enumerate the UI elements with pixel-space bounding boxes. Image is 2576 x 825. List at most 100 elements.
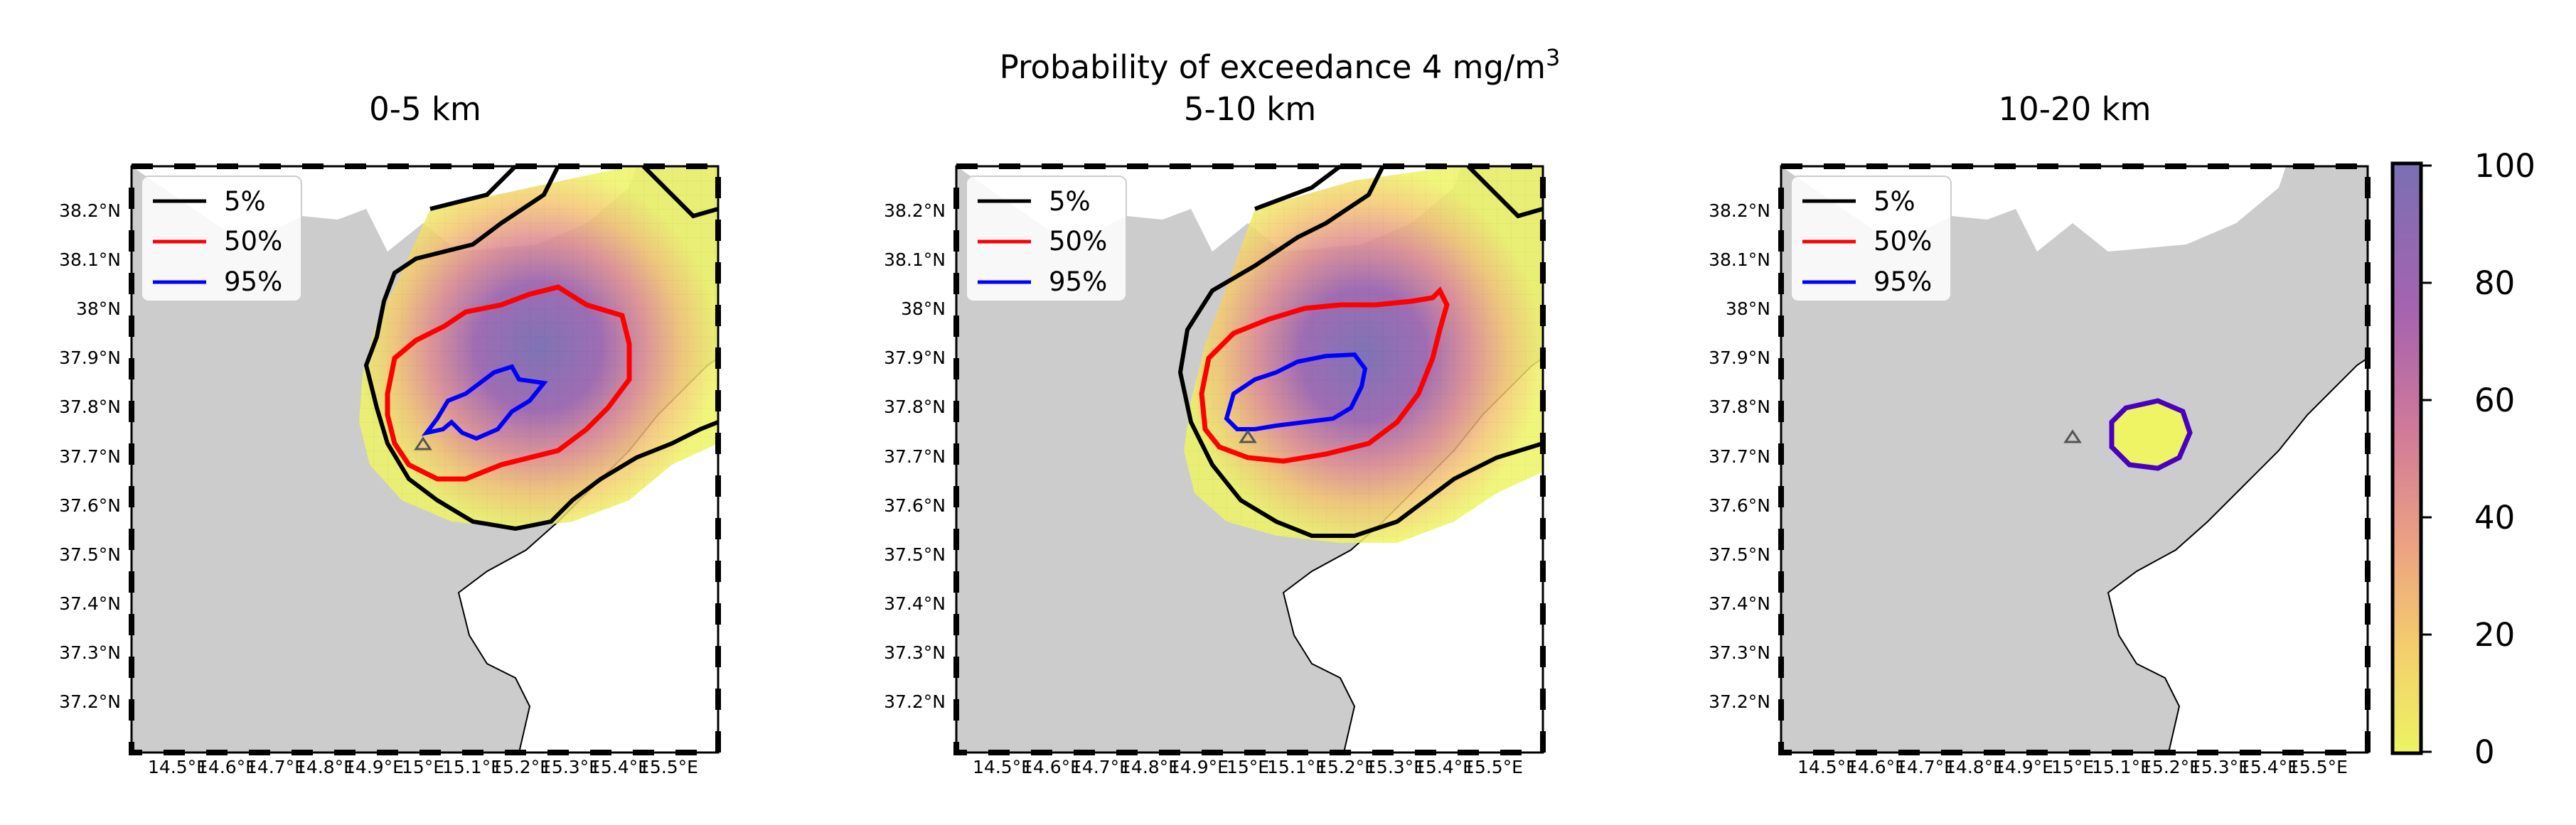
lon-label: 14.8°E — [1120, 757, 1180, 777]
contour-95-percent — [421, 364, 548, 441]
lon-label: 15.3°E — [1365, 757, 1425, 777]
lat-label: 37.3°N — [1709, 642, 1770, 663]
lon-label: 15.4°E — [2239, 757, 2299, 777]
contour-5-percent — [363, 164, 720, 532]
contour-5-percent — [1177, 164, 1544, 538]
legend: 5% 50% 95% — [966, 176, 1127, 302]
lat-label: 37.4°N — [1709, 593, 1770, 614]
lon-label: 15.2°E — [2141, 757, 2201, 777]
lat-label: 37.6°N — [59, 495, 121, 516]
panel-1-lon-labels: 14.5°E 14.6°E 14.7°E 14.8°E 14.9°E 15°E … — [148, 757, 698, 777]
lon-label: 14.7°E — [1896, 757, 1955, 777]
colorbar-tick-label: 100 — [2474, 147, 2535, 185]
colorbar-tick-label: 20 — [2474, 616, 2515, 654]
lon-label: 14.6°E — [1022, 757, 1081, 777]
colorbar-gradient — [2390, 161, 2423, 755]
legend: 5% 50% 95% — [1790, 176, 1952, 302]
contour-95-percent — [2109, 398, 2193, 471]
land-area — [1781, 166, 2368, 753]
lat-label: 37.7°N — [59, 446, 121, 467]
vent-marker-triangle — [414, 436, 432, 451]
legend-label-5-percent: 5% — [1874, 186, 1915, 217]
lon-label: 15.4°E — [1414, 757, 1474, 777]
lat-label: 37.6°N — [1709, 495, 1770, 516]
lat-label: 37.5°N — [59, 544, 121, 565]
panel-3-lat-labels: 38.2°N 38.1°N 38°N 37.9°N 37.8°N 37.7°N … — [1709, 200, 1770, 712]
legend: 5% 50% 95% — [141, 176, 302, 302]
map-frame-ticks — [1778, 163, 2371, 755]
lat-label: 37.9°N — [1709, 347, 1770, 368]
lat-label: 38.1°N — [59, 249, 121, 270]
contour-95-percent — [1224, 352, 1368, 431]
lon-label: 15.5°E — [638, 757, 698, 777]
lat-label: 38.2°N — [59, 200, 121, 221]
lat-label: 37.2°N — [1709, 691, 1770, 712]
colorbar-tick-label: 80 — [2474, 264, 2515, 302]
lat-label: 37.9°N — [59, 347, 121, 368]
map-panel-3: 5% 50% 95% — [1778, 163, 2371, 755]
lon-label: 15.5°E — [2288, 757, 2348, 777]
lat-label: 37.5°N — [1709, 544, 1770, 565]
lat-label: 37.3°N — [59, 642, 121, 663]
lon-label: 15.3°E — [540, 757, 600, 777]
panel-2-title: 5-10 km — [1184, 90, 1316, 128]
figure-suptitle: Probability of exceedance 4 mg/m3 — [1000, 44, 1561, 86]
lon-label: 15°E — [402, 757, 444, 777]
panel-1-title: 0-5 km — [369, 90, 481, 128]
coastline — [2107, 357, 2368, 753]
lon-label: 14.8°E — [295, 757, 355, 777]
lon-label: 15°E — [1226, 757, 1269, 777]
lon-label: 15.4°E — [589, 757, 649, 777]
vent-marker-triangle — [1239, 429, 1257, 443]
lat-label: 38.2°N — [884, 200, 946, 221]
lon-label: 14.7°E — [1071, 757, 1131, 777]
lat-label: 37.7°N — [1709, 446, 1770, 467]
legend-label-50-percent: 50% — [1874, 226, 1932, 257]
lon-label: 14.8°E — [1945, 757, 2004, 777]
panel-2-lat-labels: 38.2°N 38.1°N 38°N 37.9°N 37.8°N 37.7°N … — [884, 200, 946, 712]
contour-50-percent — [385, 284, 632, 482]
lat-label: 37.4°N — [884, 593, 946, 614]
lon-label: 15.3°E — [2190, 757, 2250, 777]
lon-label: 14.7°E — [246, 757, 306, 777]
map-frame-ticks — [953, 163, 1546, 755]
panel-3-title: 10-20 km — [1999, 90, 2152, 128]
lat-label: 37.8°N — [59, 397, 121, 417]
lat-label: 38°N — [1726, 298, 1770, 319]
lat-label: 38.1°N — [1709, 249, 1770, 270]
legend-label-50-percent: 50% — [224, 226, 282, 257]
vent-marker-triangle — [2063, 429, 2082, 443]
lon-label: 15°E — [2051, 757, 2094, 777]
lat-label: 37.5°N — [884, 544, 946, 565]
colorbar-tick-label: 60 — [2474, 382, 2515, 419]
map-frame-ticks — [129, 163, 721, 755]
contour-50-percent — [1199, 286, 1450, 464]
lon-label: 15.1°E — [1267, 757, 1327, 777]
lat-label: 37.3°N — [884, 642, 946, 663]
lat-label: 37.8°N — [1709, 397, 1770, 417]
legend-label-95-percent: 95% — [1874, 266, 1932, 297]
lat-label: 38.2°N — [1709, 200, 1770, 221]
lon-label: 14.5°E — [1797, 757, 1857, 777]
lat-label: 38°N — [76, 298, 121, 319]
lon-label: 14.5°E — [148, 757, 208, 777]
lat-label: 37.7°N — [884, 446, 946, 467]
legend-label-95-percent: 95% — [224, 266, 282, 297]
legend-label-5-percent: 5% — [1049, 186, 1091, 217]
colorbar: 0 20 40 60 80 100 — [2390, 147, 2535, 771]
lon-label: 15.5°E — [1463, 757, 1523, 777]
map-panel-2: 5% 50% 95% — [953, 163, 1546, 755]
lon-label: 15.1°E — [2092, 757, 2152, 777]
lat-label: 37.4°N — [59, 593, 121, 614]
legend-label-95-percent: 95% — [1049, 266, 1107, 297]
map-panel-1: 5% 50% 95% — [129, 163, 721, 755]
lon-label: 15.1°E — [442, 757, 502, 777]
lat-label: 37.9°N — [884, 347, 946, 368]
colorbar-tick-label: 40 — [2474, 499, 2515, 536]
legend-label-50-percent: 50% — [1049, 226, 1107, 257]
lon-label: 15.2°E — [491, 757, 551, 777]
lat-label: 38.1°N — [884, 249, 946, 270]
panel-3-lon-labels: 14.5°E 14.6°E 14.7°E 14.8°E 14.9°E 15°E … — [1797, 757, 2348, 777]
lon-label: 14.6°E — [1847, 757, 1906, 777]
